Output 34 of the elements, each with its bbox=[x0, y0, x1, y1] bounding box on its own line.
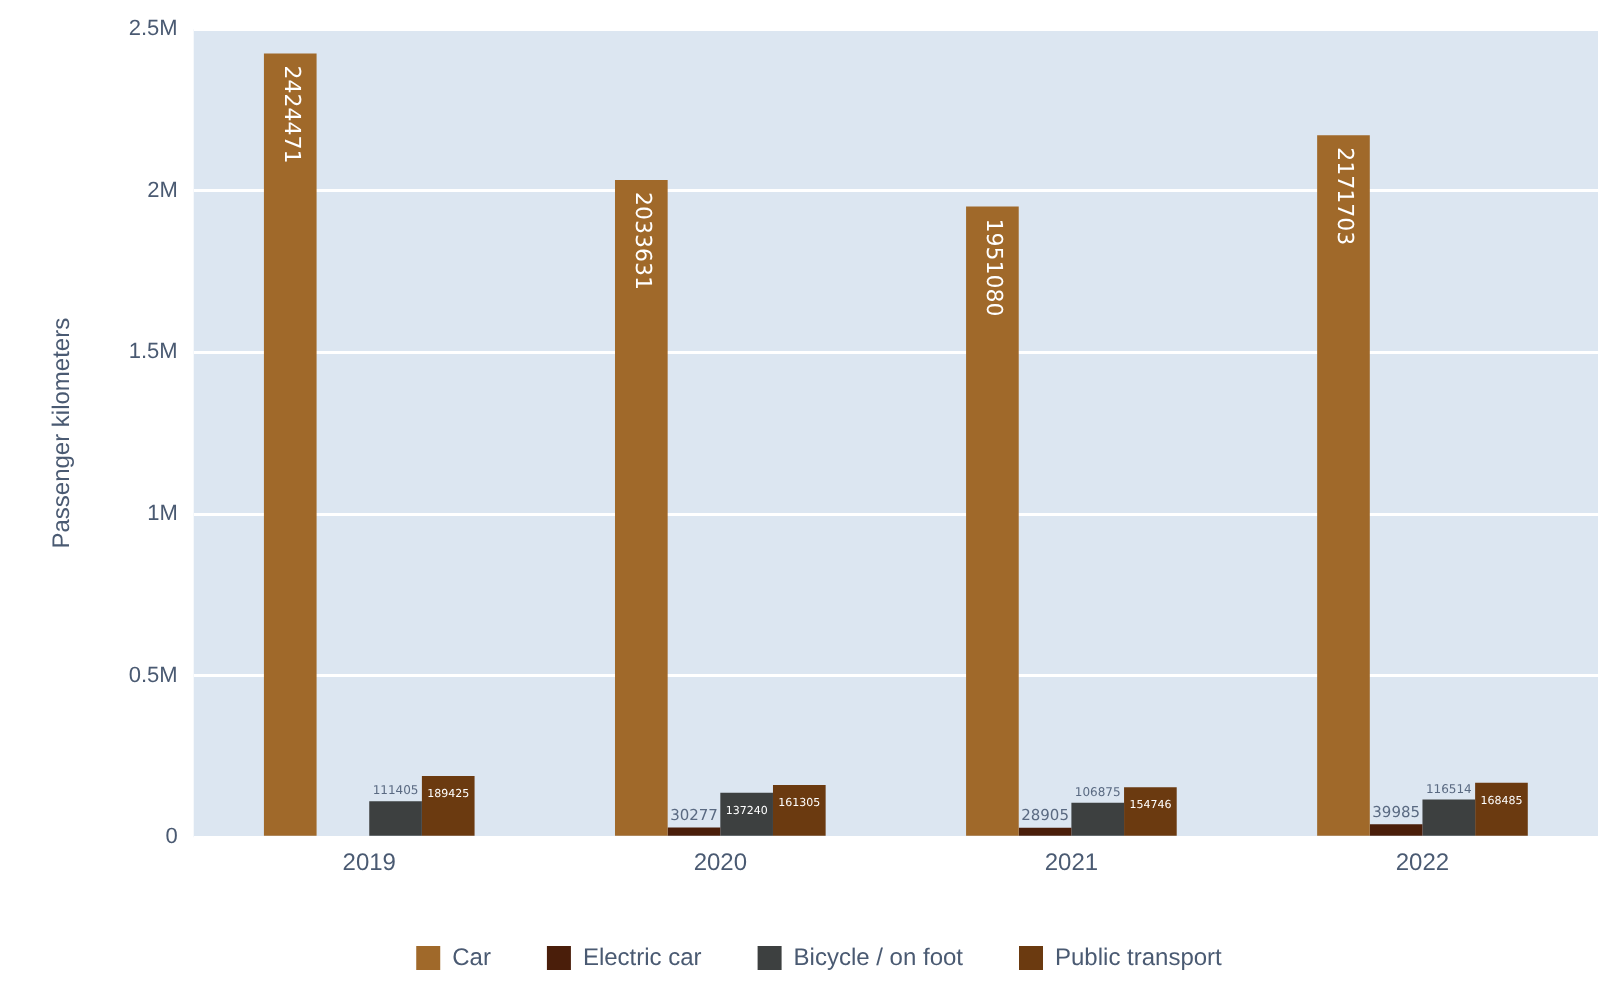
bar bbox=[615, 179, 668, 836]
bar bbox=[1422, 799, 1476, 836]
y-tick-label: 0.5M bbox=[128, 663, 178, 688]
bar bbox=[772, 785, 826, 836]
legend-label: Bicycle / on foot bbox=[793, 942, 965, 971]
bar bbox=[1475, 782, 1528, 836]
y-tick-label: 1.5M bbox=[128, 340, 178, 365]
y-tick-label: 2M bbox=[147, 178, 178, 203]
data-label: 1951080 bbox=[980, 218, 1007, 317]
x-tick-label: 2019 bbox=[342, 848, 397, 877]
bar bbox=[1018, 827, 1072, 836]
legend-label: Electric car bbox=[582, 942, 702, 971]
bar bbox=[263, 53, 317, 836]
y-tick-label: 1M bbox=[147, 502, 178, 527]
bar bbox=[369, 801, 422, 836]
bar bbox=[1071, 802, 1125, 836]
data-label: 2171703 bbox=[1331, 147, 1358, 246]
bar bbox=[966, 206, 1019, 836]
x-tick-label: 2020 bbox=[693, 848, 748, 877]
y-tick-label: 0 bbox=[165, 825, 178, 850]
bar bbox=[720, 792, 773, 836]
bar bbox=[1369, 824, 1423, 836]
x-tick-label: 2021 bbox=[1044, 848, 1099, 877]
data-label: 2424471 bbox=[278, 65, 305, 164]
bar bbox=[1317, 135, 1370, 836]
y-tick-label: 2.5M bbox=[128, 17, 178, 42]
data-label: 2033631 bbox=[629, 191, 656, 290]
bar bbox=[667, 827, 721, 836]
bar bbox=[421, 775, 475, 836]
legend-label: Public transport bbox=[1055, 942, 1224, 971]
bar bbox=[1124, 787, 1177, 836]
legend-label: Car bbox=[452, 942, 491, 971]
x-tick-label: 2022 bbox=[1395, 848, 1450, 877]
y-axis-title: Passenger kilometers bbox=[47, 317, 76, 549]
